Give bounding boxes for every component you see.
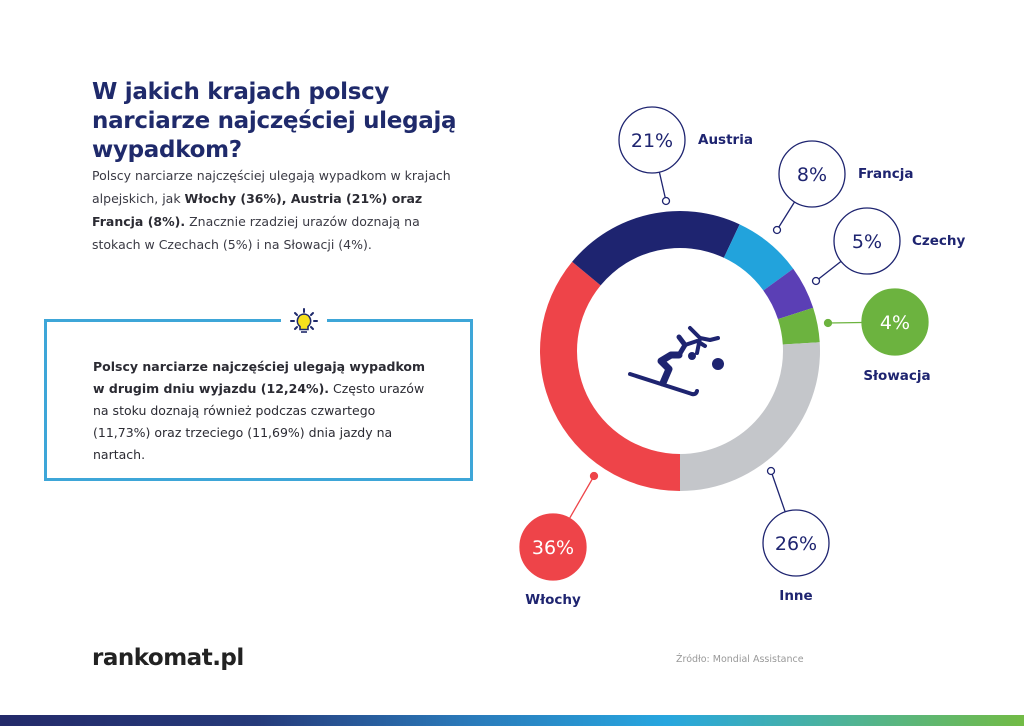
connector-line [815,260,842,282]
connector-dot [811,276,821,286]
donut-slice-francja [723,224,794,291]
data-label: 5% [852,231,882,253]
category-label: Słowacja [863,368,930,384]
data-label: 26% [775,533,817,555]
value-bubble [618,106,686,174]
value-bubble [519,513,587,581]
data-label: 8% [797,164,827,186]
donut-slice-austria [572,211,740,286]
donut-slice-czechy [763,268,814,320]
donut-slice-inne [680,342,820,491]
rankomat-logo: rankomat.pl [92,645,244,671]
connector-dot [661,196,671,206]
connector-dot [589,471,599,481]
intro-text-2: Znacznie rzadziej urazów doznają na stok… [92,214,420,252]
intro-paragraph: Polscy narciarze najczęściej ulegają wyp… [92,164,472,256]
connector-line [776,201,796,231]
connector-dot [772,225,782,235]
value-bubble [861,288,929,356]
category-label: Czechy [912,233,966,249]
value-bubble [833,207,901,275]
intro-text-1: Polscy narciarze najczęściej ulegają wyp… [92,168,451,206]
page-title: W jakich krajach polscy narciarze najczę… [92,79,457,163]
footer-gradient-bar [0,715,1024,726]
skier-falling-icon [628,326,724,397]
category-label: Francja [858,166,913,182]
category-label: Austria [698,132,753,148]
intro-bold: Włochy (36%), Austria (21%) oraz Francja… [92,191,423,229]
connector-line [770,470,786,513]
source-note: Źródło: Mondial Assistance [676,654,804,665]
category-label: Włochy [525,592,581,608]
connector-dot [823,318,833,328]
data-label: 36% [532,537,574,559]
data-label: 4% [880,312,910,334]
tip-box: Polscy narciarze najczęściej ulegają wyp… [44,308,473,481]
donut-slice-włochy [540,261,680,491]
lightbulb-icon [281,308,327,334]
connector-line [827,321,863,324]
logo-text: rankomat.pl [92,645,244,671]
data-label: 21% [631,130,673,152]
connector-line [658,172,667,202]
donut-slice-słowacja [777,307,820,345]
tip-rest: Często urazów na stoku doznają również p… [93,381,425,462]
value-bubble [762,509,830,577]
connector-line [568,475,595,519]
value-bubble [778,140,846,208]
tip-text: Polscy narciarze najczęściej ulegają wyp… [93,356,433,466]
tip-bold: Polscy narciarze najczęściej ulegają wyp… [93,359,426,396]
category-label: Inne [779,588,812,604]
connector-dot [766,466,776,476]
